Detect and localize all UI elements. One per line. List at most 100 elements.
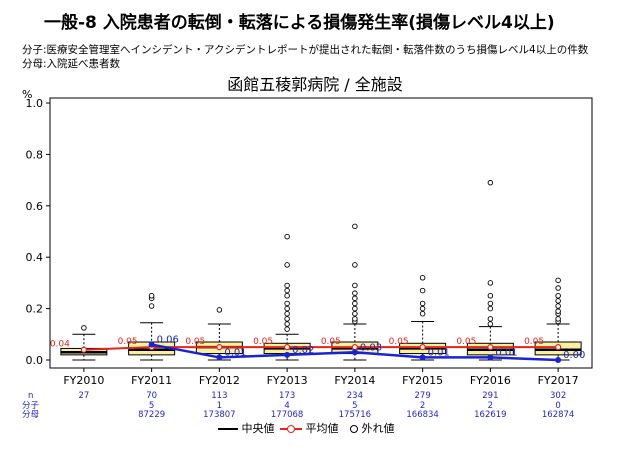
outlier-point bbox=[284, 310, 290, 317]
x-tick-label: FY2012 bbox=[199, 374, 240, 387]
mean-value-label: 0.05 bbox=[456, 337, 476, 347]
legend-outlier-swatch bbox=[350, 425, 358, 433]
hospital-point bbox=[351, 349, 358, 356]
outlier-point bbox=[352, 316, 358, 322]
n-row-label: n bbox=[28, 391, 33, 401]
legend-median-swatch bbox=[218, 428, 238, 430]
outlier-point bbox=[284, 316, 290, 322]
legend-outlier-label: 外れ値 bbox=[361, 422, 395, 435]
hospital-value-label: 0.01 bbox=[495, 347, 517, 358]
outlier-point bbox=[216, 307, 223, 313]
mean-point bbox=[216, 344, 223, 351]
n-value: 70 bbox=[146, 391, 157, 401]
denominator-row-label: 分母 bbox=[22, 410, 39, 420]
outlier-point bbox=[555, 308, 561, 314]
n-value: 234 bbox=[347, 391, 363, 401]
hospital-point bbox=[555, 357, 562, 363]
outlier-point bbox=[555, 285, 561, 291]
outlier-point bbox=[352, 295, 358, 302]
outlier-point bbox=[487, 293, 494, 299]
outlier-point bbox=[419, 275, 426, 281]
x-tick-label: FY2011 bbox=[131, 374, 172, 387]
outlier-point bbox=[284, 287, 290, 294]
outlier-point bbox=[81, 325, 87, 331]
outlier-point bbox=[284, 305, 290, 312]
mean-value-label: 0.05 bbox=[321, 337, 341, 347]
outlier-point bbox=[352, 300, 358, 307]
hospital-point bbox=[216, 354, 223, 361]
y-tick-label: 0.2 bbox=[26, 303, 44, 316]
numerator-value: 0 bbox=[555, 401, 560, 411]
denominator-value: 173807 bbox=[203, 410, 235, 420]
legend: 中央値 平均値 外れ値 bbox=[218, 420, 395, 436]
outlier-point bbox=[555, 303, 561, 309]
mean-point bbox=[487, 344, 494, 351]
outlier-point bbox=[148, 303, 155, 309]
n-value: 291 bbox=[482, 391, 498, 401]
outlier-point bbox=[419, 310, 426, 317]
hospital-point bbox=[284, 351, 291, 358]
denominator-value: 162874 bbox=[542, 410, 574, 420]
y-tick-label: 0.6 bbox=[26, 200, 44, 213]
n-value: 27 bbox=[78, 391, 89, 401]
outlier-point bbox=[284, 326, 290, 332]
hospital-point bbox=[148, 341, 155, 348]
mean-value-label: 0.05 bbox=[118, 337, 138, 347]
x-tick-label: FY2016 bbox=[470, 374, 511, 387]
mean-value-label: 0.05 bbox=[185, 337, 205, 347]
legend-median-label: 中央値 bbox=[241, 422, 275, 435]
chart-title: 函館五稜郭病院 / 全施設 bbox=[227, 75, 403, 94]
x-tick-label: FY2010 bbox=[63, 374, 104, 387]
outlier-point bbox=[487, 305, 494, 312]
legend-mean-swatch bbox=[280, 425, 302, 433]
y-tick-label: 0.4 bbox=[26, 251, 44, 264]
n-value: 302 bbox=[550, 391, 566, 401]
numerator-value: 4 bbox=[284, 401, 289, 411]
denominator-value: 162619 bbox=[474, 410, 506, 420]
outlier-point bbox=[284, 293, 290, 299]
outlier-point bbox=[352, 223, 358, 230]
plot-frame bbox=[49, 97, 593, 369]
x-tick-label: FY2017 bbox=[538, 374, 579, 387]
numerator-value: 2 bbox=[420, 401, 425, 411]
outlier-point bbox=[352, 310, 358, 317]
hospital-value-label: 0.02 bbox=[292, 345, 314, 356]
y-tick-label: 1.0 bbox=[26, 97, 44, 110]
outlier-point bbox=[352, 262, 358, 268]
mean-value-label: 0.05 bbox=[524, 337, 544, 347]
outlier-point bbox=[487, 321, 494, 327]
outlier-point bbox=[487, 280, 494, 286]
outlier-point bbox=[352, 282, 358, 289]
y-tick-label: 0.0 bbox=[26, 354, 44, 367]
outlier-point bbox=[352, 305, 358, 312]
outlier-point bbox=[555, 316, 561, 322]
denominator-value: 177068 bbox=[271, 410, 303, 420]
outlier-point bbox=[487, 300, 494, 307]
page-title: 一般-8 入院患者の転倒・転落による損傷発生率(損傷レベル4以上) bbox=[44, 13, 555, 33]
denominator-value: 166834 bbox=[406, 410, 438, 420]
outlier-point bbox=[148, 293, 155, 299]
outlier-point bbox=[487, 316, 494, 322]
outlier-point bbox=[284, 233, 290, 240]
hospital-value-label: 0.06 bbox=[157, 335, 179, 346]
hospital-value-label: 0.00 bbox=[563, 350, 585, 361]
legend-mean-label: 平均値 bbox=[305, 422, 339, 435]
x-tick-label: FY2013 bbox=[267, 374, 308, 387]
n-value: 173 bbox=[279, 391, 295, 401]
numerator-description: 分子:医療安全管理室へインシデント・アクシデントレポートが提出された転倒・転落件… bbox=[22, 44, 589, 56]
outlier-point bbox=[284, 300, 290, 307]
outlier-point bbox=[284, 282, 290, 289]
y-axis-label: % bbox=[22, 88, 32, 101]
outlier-point bbox=[555, 298, 561, 304]
outlier-point bbox=[352, 290, 358, 296]
x-tick-label: FY2015 bbox=[402, 374, 443, 387]
numerator-value: 2 bbox=[488, 401, 493, 411]
hospital-value-label: 0.01 bbox=[224, 347, 246, 358]
outlier-point bbox=[555, 277, 561, 284]
mean-point bbox=[80, 346, 87, 353]
hospital-point bbox=[419, 354, 426, 361]
hospital-value-label: 0.01 bbox=[428, 347, 450, 358]
denominator-description: 分母:入院延べ患者数 bbox=[22, 58, 121, 70]
numerator-row-label: 分子 bbox=[22, 401, 40, 411]
